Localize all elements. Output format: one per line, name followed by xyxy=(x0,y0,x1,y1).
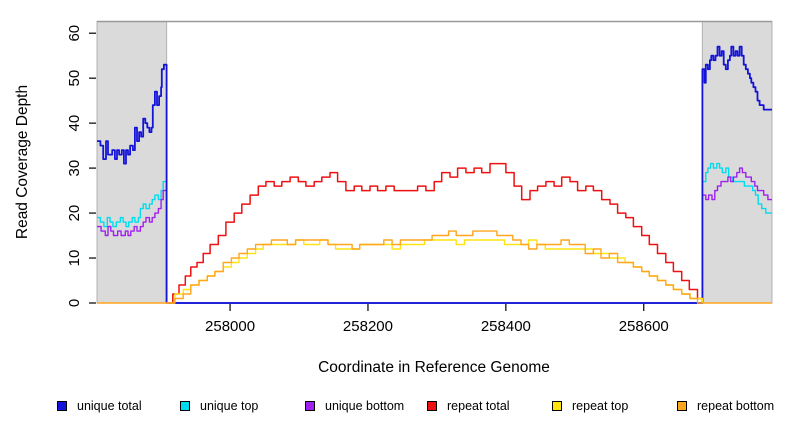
y-tick-label: 10 xyxy=(66,250,83,267)
legend-label: repeat bottom xyxy=(697,399,775,413)
legend-item-repeat-bottom: repeat bottom xyxy=(677,396,774,416)
plot-axes: 0 10 20 30 40 50 60 258000 258200 258400 258600 xyxy=(66,25,669,335)
series-line-repeat-total xyxy=(166,162,704,304)
y-tick-label: 20 xyxy=(66,205,83,222)
legend-label: repeat total xyxy=(447,399,510,413)
x-tick-label: 258200 xyxy=(343,318,393,335)
y-tick-label: 40 xyxy=(66,115,83,132)
series-line-unique-top xyxy=(97,162,772,304)
legend-swatch-icon xyxy=(180,401,190,411)
legend-swatch-icon xyxy=(677,401,687,411)
y-tick-label: 30 xyxy=(66,160,83,177)
legend-label: unique top xyxy=(200,399,259,413)
x-tick-label: 258000 xyxy=(205,318,255,335)
legend-item-unique-top: unique top xyxy=(180,396,258,416)
y-tick-label: 50 xyxy=(66,70,83,87)
plot-series-lines xyxy=(97,45,772,304)
coverage-plot: 0 10 20 30 40 50 60 258000 258200 258400 258600 Co… xyxy=(14,20,773,376)
legend-item-unique-total: unique total xyxy=(57,396,142,416)
masked-region-left xyxy=(96,21,168,304)
legend-item-repeat-total: repeat total xyxy=(427,396,510,416)
legend-label: unique total xyxy=(77,399,142,413)
legend: unique total unique top unique bottom repea… xyxy=(0,396,792,416)
legend-label: unique bottom xyxy=(325,399,405,413)
plot-background xyxy=(96,20,773,304)
y-tick-label: 0 xyxy=(66,299,83,307)
y-tick-label: 60 xyxy=(66,25,83,42)
legend-item-unique-bottom: unique bottom xyxy=(305,396,404,416)
legend-item-repeat-top: repeat top xyxy=(552,396,628,416)
series-line-repeat-bottom xyxy=(97,230,772,304)
legend-swatch-icon xyxy=(427,401,437,411)
legend-label: repeat top xyxy=(572,399,629,413)
x-tick-label: 258400 xyxy=(481,318,531,335)
x-axis-title: Coordinate in Reference Genome xyxy=(318,359,550,376)
x-tick-label: 258600 xyxy=(619,318,669,335)
legend-swatch-icon xyxy=(305,401,315,411)
series-line-unique-total xyxy=(97,45,772,304)
y-axis-title: Read Coverage Depth xyxy=(14,85,31,239)
masked-region-right xyxy=(701,21,773,304)
legend-swatch-icon xyxy=(57,401,67,411)
legend-swatch-icon xyxy=(552,401,562,411)
